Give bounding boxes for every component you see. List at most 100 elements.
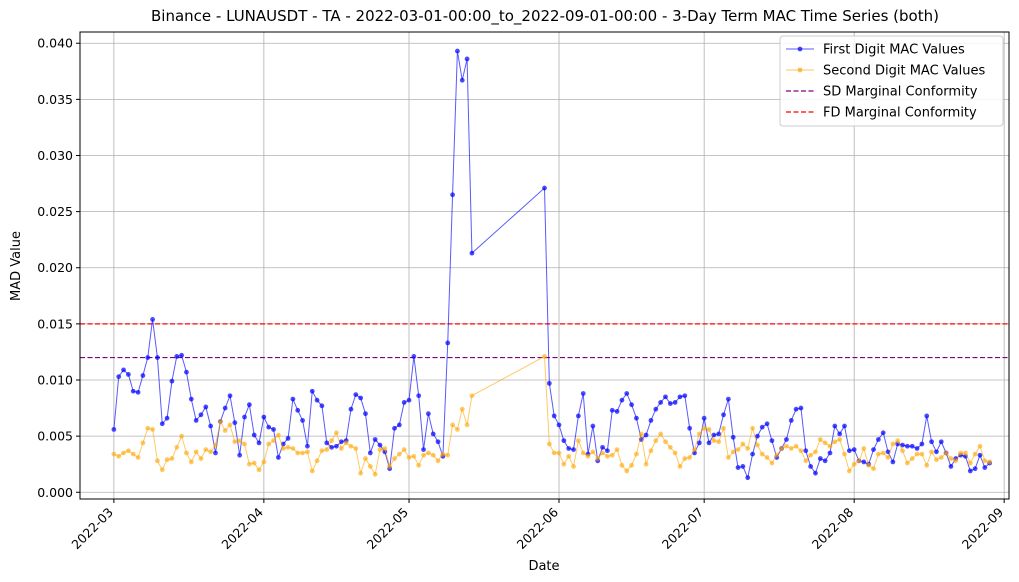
data-point (934, 449, 939, 455)
data-point (832, 439, 838, 445)
data-point (624, 468, 630, 474)
data-point (967, 460, 973, 466)
data-point (784, 437, 789, 442)
data-point (556, 422, 562, 428)
data-point (803, 458, 809, 464)
data-point (909, 456, 915, 461)
data-point (416, 462, 422, 468)
legend-label: First Digit MAC Values (823, 43, 965, 58)
data-point (300, 450, 305, 456)
data-point (948, 464, 954, 469)
data-point (585, 453, 591, 459)
data-point (667, 444, 673, 450)
data-point (764, 455, 770, 460)
data-point (590, 449, 596, 455)
data-point (837, 437, 843, 442)
data-point (842, 451, 847, 457)
data-point (363, 411, 368, 417)
data-point (745, 446, 751, 451)
data-point (401, 447, 407, 453)
data-point (890, 441, 896, 447)
data-point (155, 355, 160, 360)
data-point (914, 451, 920, 457)
data-point (271, 438, 276, 444)
data-point (672, 450, 678, 456)
data-point (193, 418, 199, 423)
data-point (701, 425, 707, 431)
data-point (324, 447, 330, 453)
data-point (237, 452, 243, 458)
data-point (440, 451, 446, 457)
data-point (706, 426, 712, 432)
data-point (890, 459, 896, 465)
data-point (677, 394, 683, 400)
data-point (827, 443, 833, 449)
data-point (179, 352, 185, 358)
data-point (213, 442, 218, 448)
data-point (711, 432, 717, 438)
data-point (575, 413, 581, 419)
data-point (464, 422, 470, 428)
data-point (232, 420, 238, 426)
data-point (459, 406, 465, 412)
data-point (682, 393, 688, 399)
data-point (309, 468, 315, 474)
data-point (174, 444, 180, 450)
legend-item: Second Digit MAC Values (786, 64, 985, 79)
data-point (174, 354, 180, 359)
y-tick-label: 0.000 (37, 485, 73, 500)
legend: First Digit MAC Values Second Digit MAC V… (779, 35, 1004, 127)
data-point (972, 451, 978, 457)
data-point (764, 421, 770, 427)
data-point (213, 450, 218, 456)
data-point (740, 441, 746, 447)
data-point (198, 456, 204, 461)
data-point (121, 367, 126, 373)
data-point (314, 458, 320, 464)
data-point (614, 447, 620, 453)
data-point (208, 449, 214, 455)
data-point (367, 464, 373, 469)
data-point (696, 440, 702, 446)
data-point (977, 443, 983, 449)
data-point (396, 451, 402, 457)
chart-title: Binance - LUNAUSDT - TA - 2022-03-01-00:… (151, 7, 939, 26)
data-point (285, 435, 291, 441)
data-point (125, 448, 131, 454)
data-point (251, 432, 257, 438)
data-point (721, 425, 726, 431)
data-point (687, 425, 693, 431)
data-point (184, 450, 189, 456)
data-point (784, 443, 789, 449)
data-point (822, 458, 828, 464)
legend-label: FD Marginal Conformity (823, 106, 977, 121)
data-point (111, 426, 117, 432)
data-point (948, 456, 954, 461)
data-point (759, 451, 765, 457)
data-point (885, 455, 891, 460)
data-point (827, 450, 833, 456)
data-point (769, 460, 775, 466)
y-tick-label: 0.030 (37, 148, 73, 163)
data-point (227, 393, 233, 399)
data-point (880, 430, 886, 436)
data-point (629, 402, 634, 408)
data-point (387, 464, 393, 469)
data-point (459, 77, 465, 83)
data-point (648, 448, 654, 454)
legend-frame (779, 35, 1004, 127)
data-point (392, 425, 397, 431)
data-point (435, 439, 441, 445)
data-point (455, 48, 460, 54)
data-point (672, 400, 678, 405)
data-point (363, 456, 368, 461)
data-point (256, 467, 262, 473)
data-point (875, 451, 881, 457)
data-point (696, 431, 702, 437)
data-point (634, 415, 639, 421)
data-point (924, 413, 930, 419)
data-point (837, 431, 843, 437)
data-point (367, 450, 373, 456)
data-point (871, 466, 876, 472)
y-tick-label: 0.010 (37, 373, 73, 388)
